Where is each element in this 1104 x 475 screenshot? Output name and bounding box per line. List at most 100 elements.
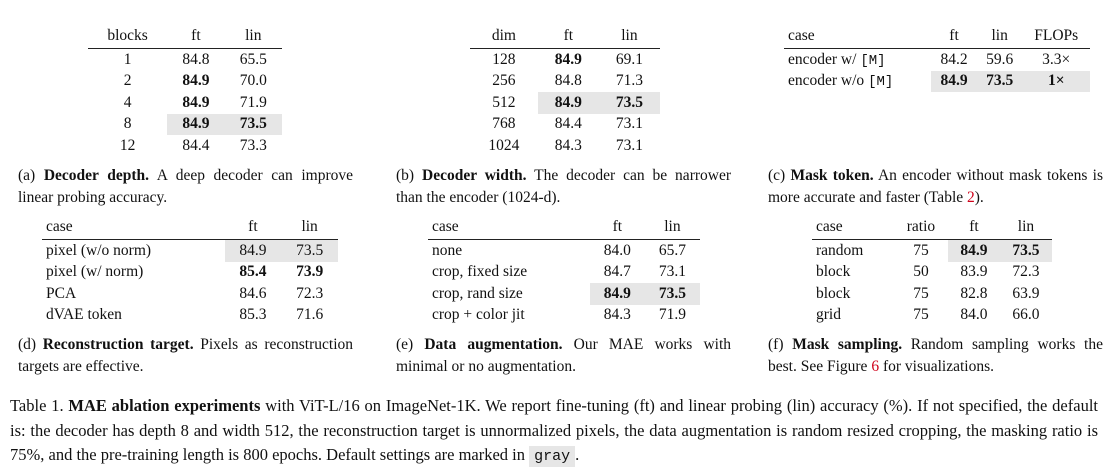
table-cell: 84.9 bbox=[947, 239, 1000, 262]
table-cell: 84.9 bbox=[931, 70, 977, 92]
subcaption-text: An encoder without mask tokens is more a… bbox=[768, 167, 1103, 206]
table-cell: 73.5 bbox=[644, 283, 700, 305]
subcaption-after: for visualizations. bbox=[879, 358, 995, 375]
table-cell: dVAE token bbox=[46, 306, 122, 324]
table-cell: 75 bbox=[913, 284, 929, 302]
subcaption-link: 2 bbox=[967, 189, 975, 206]
cell-text: encoder w/o bbox=[788, 72, 865, 90]
table-cell: 71.9 bbox=[658, 306, 686, 324]
column-header: lin bbox=[999, 217, 1052, 240]
table-row: block 50 83.9 72.3 bbox=[812, 262, 1052, 284]
header-row: blocks ft lin bbox=[88, 26, 282, 49]
table-cell: 82.8 bbox=[960, 284, 988, 302]
table-cell: encoder w/o [M] bbox=[784, 71, 931, 93]
table-cell: 84.7 bbox=[603, 263, 631, 281]
subcaption-title: Mask token. bbox=[790, 167, 874, 184]
header-row: case ft lin FLOPs bbox=[784, 26, 1090, 49]
table-cell: 84.9 bbox=[589, 283, 645, 305]
column-header: lin bbox=[976, 26, 1023, 49]
caption-after: . bbox=[575, 445, 580, 464]
table-cell: 84.0 bbox=[960, 306, 988, 324]
table-cell: 65.7 bbox=[658, 241, 686, 259]
caption-label: Table 1. bbox=[10, 396, 64, 415]
table-row: 768 84.4 73.1 bbox=[470, 114, 660, 136]
table-cell: 84.9 bbox=[224, 239, 282, 262]
table-row: 128 84.9 69.1 bbox=[470, 49, 660, 71]
subcaption: (c) Mask token. An encoder without mask … bbox=[768, 165, 1103, 209]
subcaption-label: (b) bbox=[396, 167, 415, 184]
column-header: ft bbox=[931, 26, 977, 49]
column-header: case bbox=[784, 26, 932, 49]
subcaption-link: 6 bbox=[871, 358, 880, 375]
table-cell: 66.0 bbox=[1012, 306, 1040, 324]
header-row: dim ft lin bbox=[470, 26, 660, 49]
table-row: encoder w/ [M] 84.2 59.6 3.3× bbox=[784, 49, 1090, 71]
table-cell: 1024 bbox=[488, 136, 520, 154]
table-cell: 73.3 bbox=[239, 136, 267, 154]
table-cell: 75 bbox=[913, 241, 929, 259]
table-cell: encoder w/ [M] bbox=[784, 49, 931, 71]
header-row: case ft lin bbox=[42, 217, 338, 240]
table-cell: 84.4 bbox=[554, 115, 582, 133]
table-cell: 1 bbox=[123, 50, 132, 68]
table-row: PCA 84.6 72.3 bbox=[42, 283, 338, 305]
subcaption-title: Data augmentation. bbox=[424, 336, 563, 353]
subcaption-after: ). bbox=[974, 189, 984, 206]
table-cell: 8 bbox=[123, 115, 132, 133]
table-row: grid 75 84.0 66.0 bbox=[812, 305, 1052, 327]
table-cell: 73.1 bbox=[658, 263, 686, 281]
caption-code: gray bbox=[529, 446, 576, 467]
table-row: 8 84.9 73.5 bbox=[88, 113, 282, 135]
table-cell: 84.9 bbox=[167, 113, 225, 135]
table-row: crop, fixed size 84.7 73.1 bbox=[428, 262, 700, 284]
subcaption-title: Mask sampling. bbox=[792, 336, 903, 353]
subcaption-text: A deep decoder can improve linear probin… bbox=[18, 167, 353, 206]
subcaption-text: The decoder can be narrower than the enc… bbox=[396, 167, 731, 206]
table-cell: 84.4 bbox=[182, 136, 210, 154]
table-cell: 73.5 bbox=[224, 113, 282, 135]
table-row: dVAE token 85.3 71.6 bbox=[42, 305, 338, 327]
table-cell: block bbox=[816, 284, 851, 302]
subcaption-title: Decoder width. bbox=[422, 167, 527, 184]
subcaption-label: (a) bbox=[18, 167, 36, 184]
column-header: ft bbox=[537, 26, 599, 49]
table-cell: crop, rand size bbox=[432, 284, 523, 302]
table-cell: crop + color jit bbox=[432, 306, 525, 324]
table-cell: 256 bbox=[492, 72, 516, 90]
table-cell: 4 bbox=[123, 93, 132, 111]
table-cell: none bbox=[432, 241, 463, 259]
table-cell: 50 bbox=[913, 263, 929, 281]
subcaption: (d) Reconstruction target. Pixels as rec… bbox=[18, 334, 353, 378]
table-cell: 84.9 bbox=[537, 92, 599, 114]
column-header: lin bbox=[281, 217, 338, 240]
table-cell: 71.3 bbox=[615, 72, 643, 90]
table-cell: 84.6 bbox=[239, 284, 267, 302]
table-row: 256 84.8 71.3 bbox=[470, 71, 660, 93]
caption-title: MAE ablation experiments bbox=[68, 396, 261, 415]
table-row: 12 84.4 73.3 bbox=[88, 135, 282, 157]
subcaption-label: (e) bbox=[396, 336, 414, 353]
table-cell: 73.9 bbox=[296, 263, 324, 281]
table-cell: crop, fixed size bbox=[432, 263, 528, 281]
column-header: case bbox=[812, 217, 894, 240]
subcaption: (a) Decoder depth. A deep decoder can im… bbox=[18, 165, 353, 209]
table-cell: 72.3 bbox=[296, 284, 324, 302]
table-cell: 84.9 bbox=[554, 50, 582, 68]
column-header: ft bbox=[589, 217, 645, 240]
ablation-table: dim ft lin 128 84.9 69.1 256 84.8 71.3 512 84.9 73.… bbox=[470, 26, 660, 157]
subcaption: (f) Mask sampling. Random sampling works… bbox=[768, 334, 1103, 378]
table-cell: pixel (w/o norm) bbox=[46, 241, 152, 259]
table-cell: 72.3 bbox=[1012, 263, 1040, 281]
subcaption-title: Decoder depth. bbox=[43, 167, 149, 184]
table-row: 512 84.9 73.5 bbox=[470, 92, 660, 114]
table-cell: 71.9 bbox=[239, 93, 267, 111]
table-cell: 3.3× bbox=[1042, 50, 1071, 68]
table-cell: PCA bbox=[46, 284, 77, 302]
table-cell: 12 bbox=[119, 136, 136, 154]
table-row: crop, rand size 84.9 73.5 bbox=[428, 283, 700, 305]
ablation-table: case ratio ft lin random 75 84.9 73.5 block 50 83.… bbox=[812, 217, 1052, 326]
column-header: lin bbox=[598, 26, 660, 49]
table-row: encoder w/o [M] 84.9 73.5 1× bbox=[784, 70, 1090, 93]
table-cell: 69.1 bbox=[615, 50, 643, 68]
table-cell: 768 bbox=[492, 115, 516, 133]
